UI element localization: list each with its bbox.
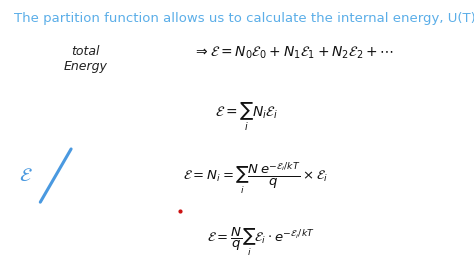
Text: $\mathcal{E}=\dfrac{N}{q}\sum_i\mathcal{E}_i\cdot e^{-\mathcal{E}_i/kT}$: $\mathcal{E}=\dfrac{N}{q}\sum_i\mathcal{…: [207, 226, 315, 258]
Text: $\Rightarrow \mathcal{E}= N_0\mathcal{E}_0 + N_1\mathcal{E}_1 + N_2\mathcal{E}_2: $\Rightarrow \mathcal{E}= N_0\mathcal{E}…: [193, 45, 394, 61]
Text: $\mathcal{E}=N_i = \sum_i \dfrac{N\,e^{-\mathcal{E}_i/kT}}{q}\times\mathcal{E}_i: $\mathcal{E}=N_i = \sum_i \dfrac{N\,e^{-…: [183, 161, 328, 196]
Text: total
Energy: total Energy: [64, 44, 107, 73]
Text: $\mathcal{E}=\sum_i N_i\mathcal{E}_i$: $\mathcal{E}=\sum_i N_i\mathcal{E}_i$: [215, 101, 278, 133]
Text: The partition function allows us to calculate the internal energy, U(T)!: The partition function allows us to calc…: [14, 12, 474, 25]
Text: $\mathcal{E}$: $\mathcal{E}$: [19, 166, 33, 185]
